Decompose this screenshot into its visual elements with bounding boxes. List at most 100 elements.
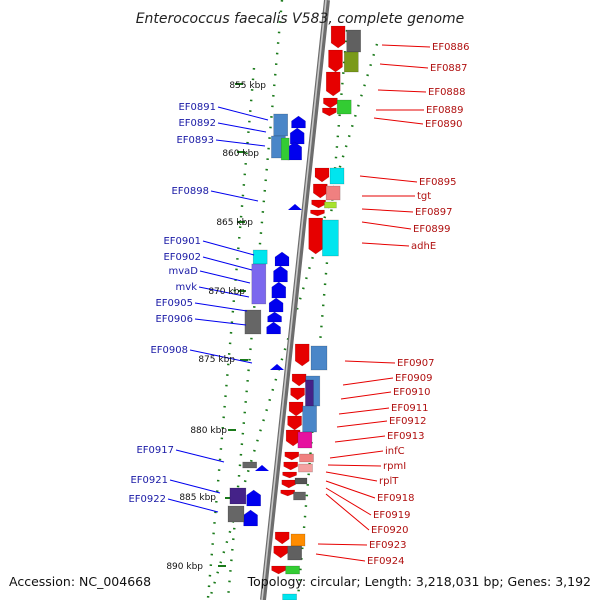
gene-label-right: EF0909 [395, 373, 433, 384]
right-leader-line [379, 63, 429, 69]
gene-labels: EF0891 EF0892 EF0893 EF0898 EF0901 EF0902 mvaD… [128, 42, 469, 567]
forward-gene-block [287, 545, 303, 561]
map-title: Enterococcus faecalis V583, complete gen… [136, 11, 465, 27]
forward-gene-block [302, 405, 317, 433]
gene-label-right: EF0895 [419, 177, 457, 188]
reverse-gene-arrow [246, 489, 261, 507]
gene-label-left: EF0906 [155, 314, 193, 325]
kbp-label: 865 kbp [216, 218, 253, 228]
forward-gene-arrow [287, 415, 302, 431]
left-leader-line [198, 286, 250, 298]
gene-label-right: EF0911 [391, 403, 429, 414]
forward-gene-arrow [283, 461, 298, 471]
reverse-gene-arrow [287, 141, 302, 161]
reverse-gene-arrow [291, 115, 306, 129]
tick-marks [206, 0, 379, 599]
gene-label-right: EF0907 [397, 358, 435, 369]
gene-label-right: rpmI [383, 461, 406, 472]
left-leader-line [194, 302, 248, 312]
reverse-gene-arrow [288, 204, 302, 210]
gene-label-right: EF0886 [432, 42, 470, 53]
kbp-label: 860 kbp [222, 149, 259, 159]
gene-label-right: infC [385, 446, 405, 457]
gene-label-right: EF0918 [377, 493, 415, 504]
right-leader-line [327, 464, 382, 467]
right-leader-line [361, 242, 410, 247]
gene-label-right: EF0890 [425, 119, 463, 130]
genome-summary-text: Topology: circular; Length: 3,218,031 bp… [247, 574, 591, 589]
kbp-label: 880 kbp [190, 426, 227, 436]
outer-left-tick-column [206, 67, 256, 599]
left-leader-line [215, 139, 266, 147]
reverse-gene-block [244, 309, 262, 335]
reverse-gene-block [251, 263, 267, 305]
forward-gene-block [290, 533, 306, 547]
reverse-gene-block [242, 461, 257, 469]
kbp-label: 870 kbp [208, 287, 245, 297]
forward-gene-block [322, 219, 339, 257]
gene-label-left: EF0891 [178, 102, 216, 113]
kbp-scale-labels: 855 kbp 860 kbp 865 kbp 870 kbp 875 kbp 880 k… [166, 81, 266, 572]
reverse-gene-block [273, 113, 289, 137]
forward-gene-arrow [281, 479, 297, 489]
accession-text: Accession: NC_004668 [9, 574, 151, 589]
right-leader-line [344, 360, 396, 364]
forward-gene-arrow [328, 49, 343, 73]
forward-gene-arrow [291, 373, 307, 387]
reverse-gene-block [227, 505, 245, 523]
gene-label-left: EF0922 [128, 494, 166, 505]
right-leader-line [325, 493, 370, 531]
gene-label-right: adhE [411, 241, 436, 252]
right-leader-line [336, 420, 388, 428]
forward-gene-block [285, 565, 300, 575]
left-leader-line [194, 318, 247, 326]
reverse-gene-arrow [243, 509, 258, 527]
gene-label-right: EF0888 [428, 87, 466, 98]
forward-gene-arrow [282, 471, 297, 479]
right-leader-line [325, 487, 372, 516]
gene-label-left: EF0917 [136, 445, 174, 456]
forward-gene-block [336, 99, 352, 115]
reverse-gene-arrow [266, 321, 281, 335]
kbp-label: 875 kbp [198, 355, 235, 365]
right-leader-line [381, 44, 431, 48]
forward-gene-arrow [290, 387, 305, 401]
gene-label-left: EF0902 [163, 252, 201, 263]
forward-gene-arrow [323, 97, 338, 109]
right-leader-line [325, 480, 376, 499]
outer-right-tick-column [208, 43, 379, 599]
gene-label-left: EF0921 [130, 475, 168, 486]
forward-gene-block [310, 345, 328, 371]
reverse-gene-arrow [273, 265, 288, 283]
forward-gene-block [293, 491, 306, 501]
gene-label-right: tgt [417, 191, 431, 202]
gene-label-right: EF0887 [430, 63, 468, 74]
forward-gene-arrow [325, 71, 341, 97]
reverse-gene-arrow [268, 297, 284, 313]
gene-label-right: EF0913 [387, 431, 425, 442]
forward-gene-block [297, 431, 313, 449]
right-leader-line [342, 377, 394, 386]
left-leader-line [217, 106, 269, 121]
forward-gene-arrow [330, 25, 346, 49]
right-leader-line [377, 89, 427, 93]
right-leader-line [359, 175, 418, 183]
gene-label-left: EF0901 [163, 236, 201, 247]
gene-label-right: EF0889 [426, 105, 464, 116]
left-leader-line [217, 122, 267, 133]
reverse-gene-arrow [267, 311, 282, 323]
forward-gene-arrow [308, 217, 323, 255]
forward-gene-arrow [310, 209, 325, 217]
reverse-gene-arrow [274, 251, 290, 267]
forward-gene-block [346, 29, 362, 53]
reverse-gene-block [280, 137, 290, 161]
left-leader-line [167, 498, 219, 513]
forward-gene-block [298, 463, 313, 473]
reverse-gene-block [252, 249, 268, 265]
gene-label-left: EF0893 [176, 135, 214, 146]
forward-gene-block [294, 477, 308, 485]
gene-label-right: EF0919 [373, 510, 411, 521]
left-leader-line [189, 349, 253, 364]
forward-gene-block [282, 593, 297, 601]
